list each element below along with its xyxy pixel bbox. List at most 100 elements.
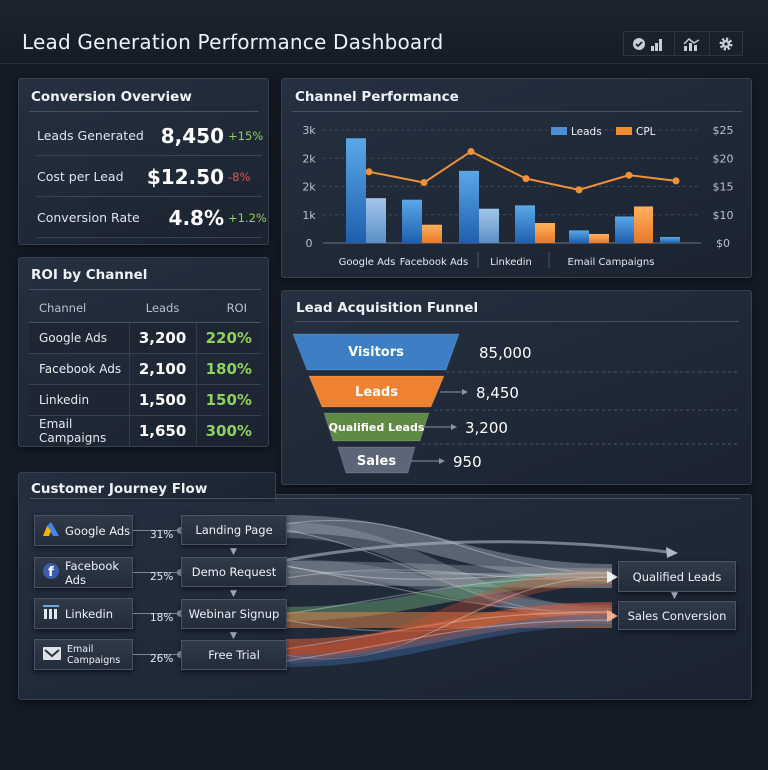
leads-bar [660, 236, 680, 243]
cpl-point [575, 186, 583, 194]
cpl-bar [422, 224, 442, 243]
funnel-stage-label: Leads [355, 385, 398, 400]
column-header: ROI [196, 294, 261, 323]
leads-cell: 1,650 [129, 415, 197, 447]
cpl-point [522, 175, 530, 183]
journey-flow-highlight [285, 519, 613, 574]
roi-cell: 180% [196, 353, 261, 385]
table-row: Google Ads 3,200 220% [29, 322, 261, 354]
arrow-down-icon: ▼ [230, 589, 237, 599]
source-node[interactable]: Linkedin [34, 598, 133, 629]
panel-title: Channel Performance [295, 89, 459, 105]
stage-node[interactable]: Webinar Signup [181, 599, 287, 629]
source-label: Facebook Ads [65, 558, 120, 587]
conversion-overview-panel: Conversion Overview Leads Generated 8,450… [18, 78, 269, 245]
journey-flow [285, 569, 613, 663]
source-node[interactable]: f Facebook Ads [34, 557, 133, 588]
journey-flow [285, 561, 613, 578]
leads-bar [402, 199, 422, 243]
arrow-down-icon: ▼ [230, 631, 237, 641]
journey-flow-highlight [285, 576, 613, 615]
connector-dot [177, 651, 184, 658]
leads-bar [459, 170, 479, 243]
cpl-point [420, 179, 428, 187]
cpl-bar [589, 233, 609, 243]
cpl-bar [634, 206, 653, 243]
cpl-point [625, 171, 633, 179]
check-circle-icon[interactable] [624, 32, 675, 55]
left-tick-label: 0 [306, 237, 313, 250]
arrowhead-icon [666, 547, 678, 558]
email-icon [43, 646, 61, 663]
channel-cell: Google Ads [29, 322, 130, 354]
journey-panel [18, 494, 752, 700]
journey-flow-highlight [285, 569, 613, 582]
funnel-stage-label: Sales [357, 454, 396, 469]
metric-label: Cost per Lead [37, 169, 124, 184]
target-node[interactable]: Qualified Leads [618, 561, 736, 592]
leads-secondary-bar [366, 198, 386, 243]
cpl-point [365, 168, 373, 176]
source-percentage: 18% [150, 612, 174, 624]
metric-value: 4.8% [168, 205, 224, 230]
right-tick-label: $0 [716, 237, 730, 250]
source-node[interactable]: Google Ads [34, 515, 133, 546]
metric-row: Leads Generated 8,450 +15% [37, 116, 263, 156]
cpl-point [672, 177, 680, 185]
funnel-stage-value: 8,450 [476, 384, 519, 402]
funnel-stage [323, 412, 430, 442]
journey-flow-highlight [285, 619, 613, 662]
right-tick-label: $20 [713, 152, 734, 165]
source-node[interactable]: Email Campaigns [34, 639, 133, 670]
right-tick-label: $10 [713, 209, 734, 222]
arrow-down-icon: ▼ [230, 547, 237, 557]
stage-node[interactable]: Demo Request [181, 557, 287, 587]
metric-label: Conversion Rate [37, 210, 140, 225]
cpl-bar [535, 223, 555, 243]
funnel-chart: Visitors 85,000 Leads 8,450 Qualified Leads 3… [292, 333, 739, 474]
stage-label: Webinar Signup [188, 607, 280, 621]
arrowhead-icon [607, 571, 618, 583]
journey-flow-highlight [285, 611, 613, 650]
gear-icon[interactable] [710, 32, 742, 55]
svg-text:f: f [48, 565, 54, 579]
trend-chart-icon[interactable] [675, 32, 710, 55]
facebook-icon: f [43, 563, 59, 582]
stage-node[interactable]: Free Trial [181, 640, 287, 670]
left-tick-label: 1k [302, 209, 316, 222]
channel-cell: Facebook Ads [29, 353, 130, 385]
roi-cell: 300% [196, 415, 261, 447]
leads-bar [569, 230, 589, 243]
arrow-down-icon: ▼ [671, 591, 678, 601]
connector-line [133, 613, 180, 614]
channel-cell: Linkedin [29, 384, 130, 416]
stage-label: Demo Request [191, 565, 277, 579]
panel-title: Conversion Overview [31, 89, 192, 105]
target-node[interactable]: Sales Conversion [618, 601, 736, 630]
category-label: Email Campaigns [568, 257, 655, 268]
panel-title: Customer Journey Flow [31, 481, 208, 497]
legend-swatch [551, 127, 567, 135]
connector-line [133, 654, 180, 655]
table-row: Email Campaigns 1,650 300% [29, 415, 261, 447]
funnel-stage [337, 446, 416, 474]
target-label: Qualified Leads [632, 569, 722, 584]
metric-value: $12.50 [146, 164, 224, 189]
leads-cell: 3,200 [129, 322, 197, 354]
roi-cell: 220% [196, 322, 261, 354]
funnel-stage-value: 85,000 [479, 344, 532, 362]
column-header: Leads [129, 294, 197, 323]
metric-delta: +1.2% [228, 210, 267, 225]
funnel-stage [292, 333, 460, 371]
table-row: Facebook Ads 2,100 180% [29, 353, 261, 385]
source-label: Linkedin [65, 606, 113, 621]
connector-dot [177, 527, 184, 534]
roi-table: Channel Leads ROI Google Ads 3,200 220% Fac… [29, 294, 261, 447]
journey-flow [285, 540, 669, 562]
stage-node[interactable]: Landing Page [181, 515, 287, 545]
stage-label: Free Trial [208, 648, 260, 662]
arrowhead-icon [451, 424, 457, 430]
legend-label: CPL [636, 126, 656, 138]
funnel-stage-label: Visitors [348, 345, 404, 360]
connector-dot [177, 569, 184, 576]
